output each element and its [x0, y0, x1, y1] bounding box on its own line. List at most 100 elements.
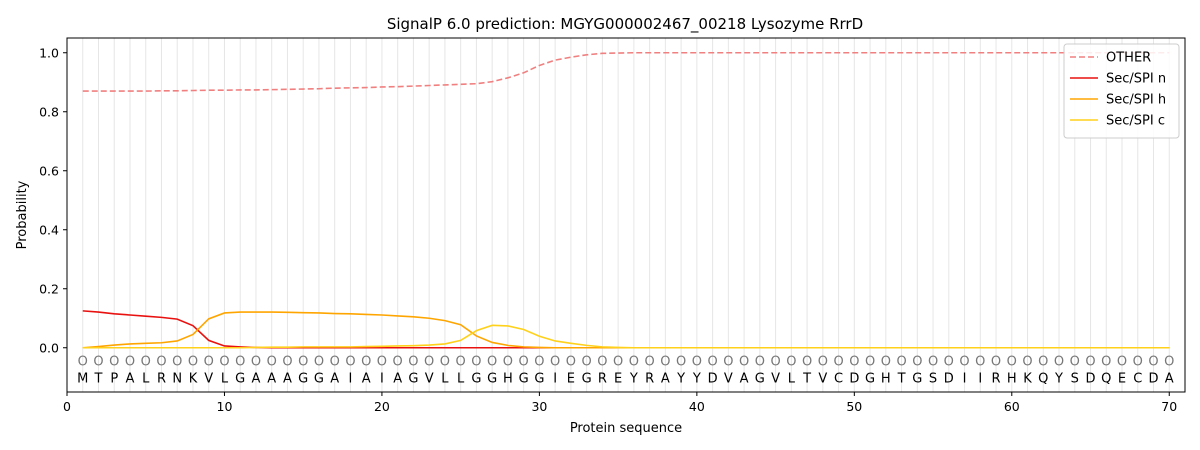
sequence-residue: G [519, 371, 529, 386]
region-marker: O [251, 355, 261, 370]
sequence-residue: V [204, 371, 213, 386]
sequence-residue: G [408, 371, 418, 386]
x-tick-label: 60 [1004, 399, 1020, 414]
sequence-residue: V [818, 371, 827, 386]
sequence-residue: I [978, 371, 982, 386]
sequence-residue: D [708, 371, 718, 386]
region-marker: O [219, 355, 229, 370]
series-line-sec-spi-c [82, 324, 1170, 349]
y-axis-label: Probability [15, 180, 30, 249]
region-marker: O [723, 355, 733, 370]
legend-label: Sec/SPI c [1106, 114, 1165, 129]
sequence-residue: A [661, 371, 670, 386]
sequence-residue: A [267, 371, 276, 386]
sequence-residue: Y [692, 371, 701, 386]
sequence-residue: A [1165, 371, 1174, 386]
region-marker: O [330, 355, 340, 370]
region-marker: O [125, 355, 135, 370]
x-tick-label: 0 [63, 399, 71, 414]
region-marker: O [786, 355, 796, 370]
sequence-residue: A [283, 371, 292, 386]
x-tick-label: 70 [1161, 399, 1177, 414]
region-marker: O [456, 355, 466, 370]
x-tick-label: 40 [689, 399, 705, 414]
x-tick-label: 20 [374, 399, 390, 414]
sequence-residue: L [788, 371, 796, 386]
series-line-other [82, 51, 1170, 92]
region-marker: O [550, 355, 560, 370]
y-tick-label: 0.4 [39, 222, 59, 237]
region-marker: O [865, 355, 875, 370]
x-tick-label: 30 [531, 399, 547, 414]
sequence-residue: G [865, 371, 875, 386]
x-tick-label: 50 [846, 399, 862, 414]
sequence-residue: T [94, 371, 103, 386]
y-tick-label: 0.2 [39, 281, 59, 296]
sequence-residue: I [349, 371, 353, 386]
legend: OTHER Sec/SPI n Sec/SPI h Sec/SPI c [1063, 43, 1180, 139]
region-marker: O [534, 355, 544, 370]
sequence-residue: M [77, 371, 88, 386]
region-marker: O [282, 355, 292, 370]
sequence-residue: S [1071, 371, 1079, 386]
sequence-residue: A [362, 371, 371, 386]
sequence-residue: A [252, 371, 261, 386]
sequence-residue: G [298, 371, 308, 386]
sequence-residue: Y [676, 371, 685, 386]
y-tick-label: 0.8 [39, 104, 59, 119]
region-marker: O [629, 355, 639, 370]
region-marker: O [991, 355, 1001, 370]
sequence-residue: G [582, 371, 592, 386]
region-marker: O [1101, 355, 1111, 370]
region-marker: O [959, 355, 969, 370]
region-marker: O [928, 355, 938, 370]
sequence-residue: E [614, 371, 622, 386]
sequence-residue: A [740, 371, 749, 386]
sequence-residue: S [929, 371, 937, 386]
sequence-residue: H [503, 371, 513, 386]
sequence-residue: D [1086, 371, 1096, 386]
region-marker: O [361, 355, 371, 370]
sequence-residue: G [471, 371, 481, 386]
sequence-residue: A [126, 371, 135, 386]
region-marker: O [802, 355, 812, 370]
region-marker: O [975, 355, 985, 370]
sequence-residue: C [834, 371, 843, 386]
sequence-residue: D [944, 371, 954, 386]
sequence-residue: T [897, 371, 906, 386]
region-marker: O [1164, 355, 1174, 370]
sequence-residue: L [441, 371, 449, 386]
y-axis-ticks: 0.0 0.2 0.4 0.6 0.8 1.0 [39, 45, 67, 355]
region-marker: O [393, 355, 403, 370]
sequence-residue: L [142, 371, 150, 386]
region-marker: O [141, 355, 151, 370]
chart-title: SignalP 6.0 prediction: MGYG000002467_00… [387, 15, 863, 34]
region-marker: O [377, 355, 387, 370]
region-marker: O [78, 355, 88, 370]
y-tick-label: 0.6 [39, 163, 59, 178]
region-marker: O [519, 355, 529, 370]
sequence-residue: V [425, 371, 434, 386]
sequence-residue: C [1133, 371, 1142, 386]
region-marker: O [912, 355, 922, 370]
region-marker: O [503, 355, 513, 370]
region-marker: O [1022, 355, 1032, 370]
legend-label: Sec/SPI h [1106, 93, 1166, 108]
sequence-residue: V [771, 371, 780, 386]
region-marker: O [755, 355, 765, 370]
sequence-residue: H [881, 371, 891, 386]
region-marker: O [566, 355, 576, 370]
sequence-residue: G [755, 371, 765, 386]
region-marker: O [1070, 355, 1080, 370]
region-marker: O [1117, 355, 1127, 370]
sequence-residue: G [534, 371, 544, 386]
region-marker: O [204, 355, 214, 370]
series-lines [82, 51, 1170, 349]
region-marker: O [440, 355, 450, 370]
region-marker: O [944, 355, 954, 370]
region-marker: O [1038, 355, 1048, 370]
region-marker: O [188, 355, 198, 370]
region-marker: O [582, 355, 592, 370]
sequence-residue: G [487, 371, 497, 386]
